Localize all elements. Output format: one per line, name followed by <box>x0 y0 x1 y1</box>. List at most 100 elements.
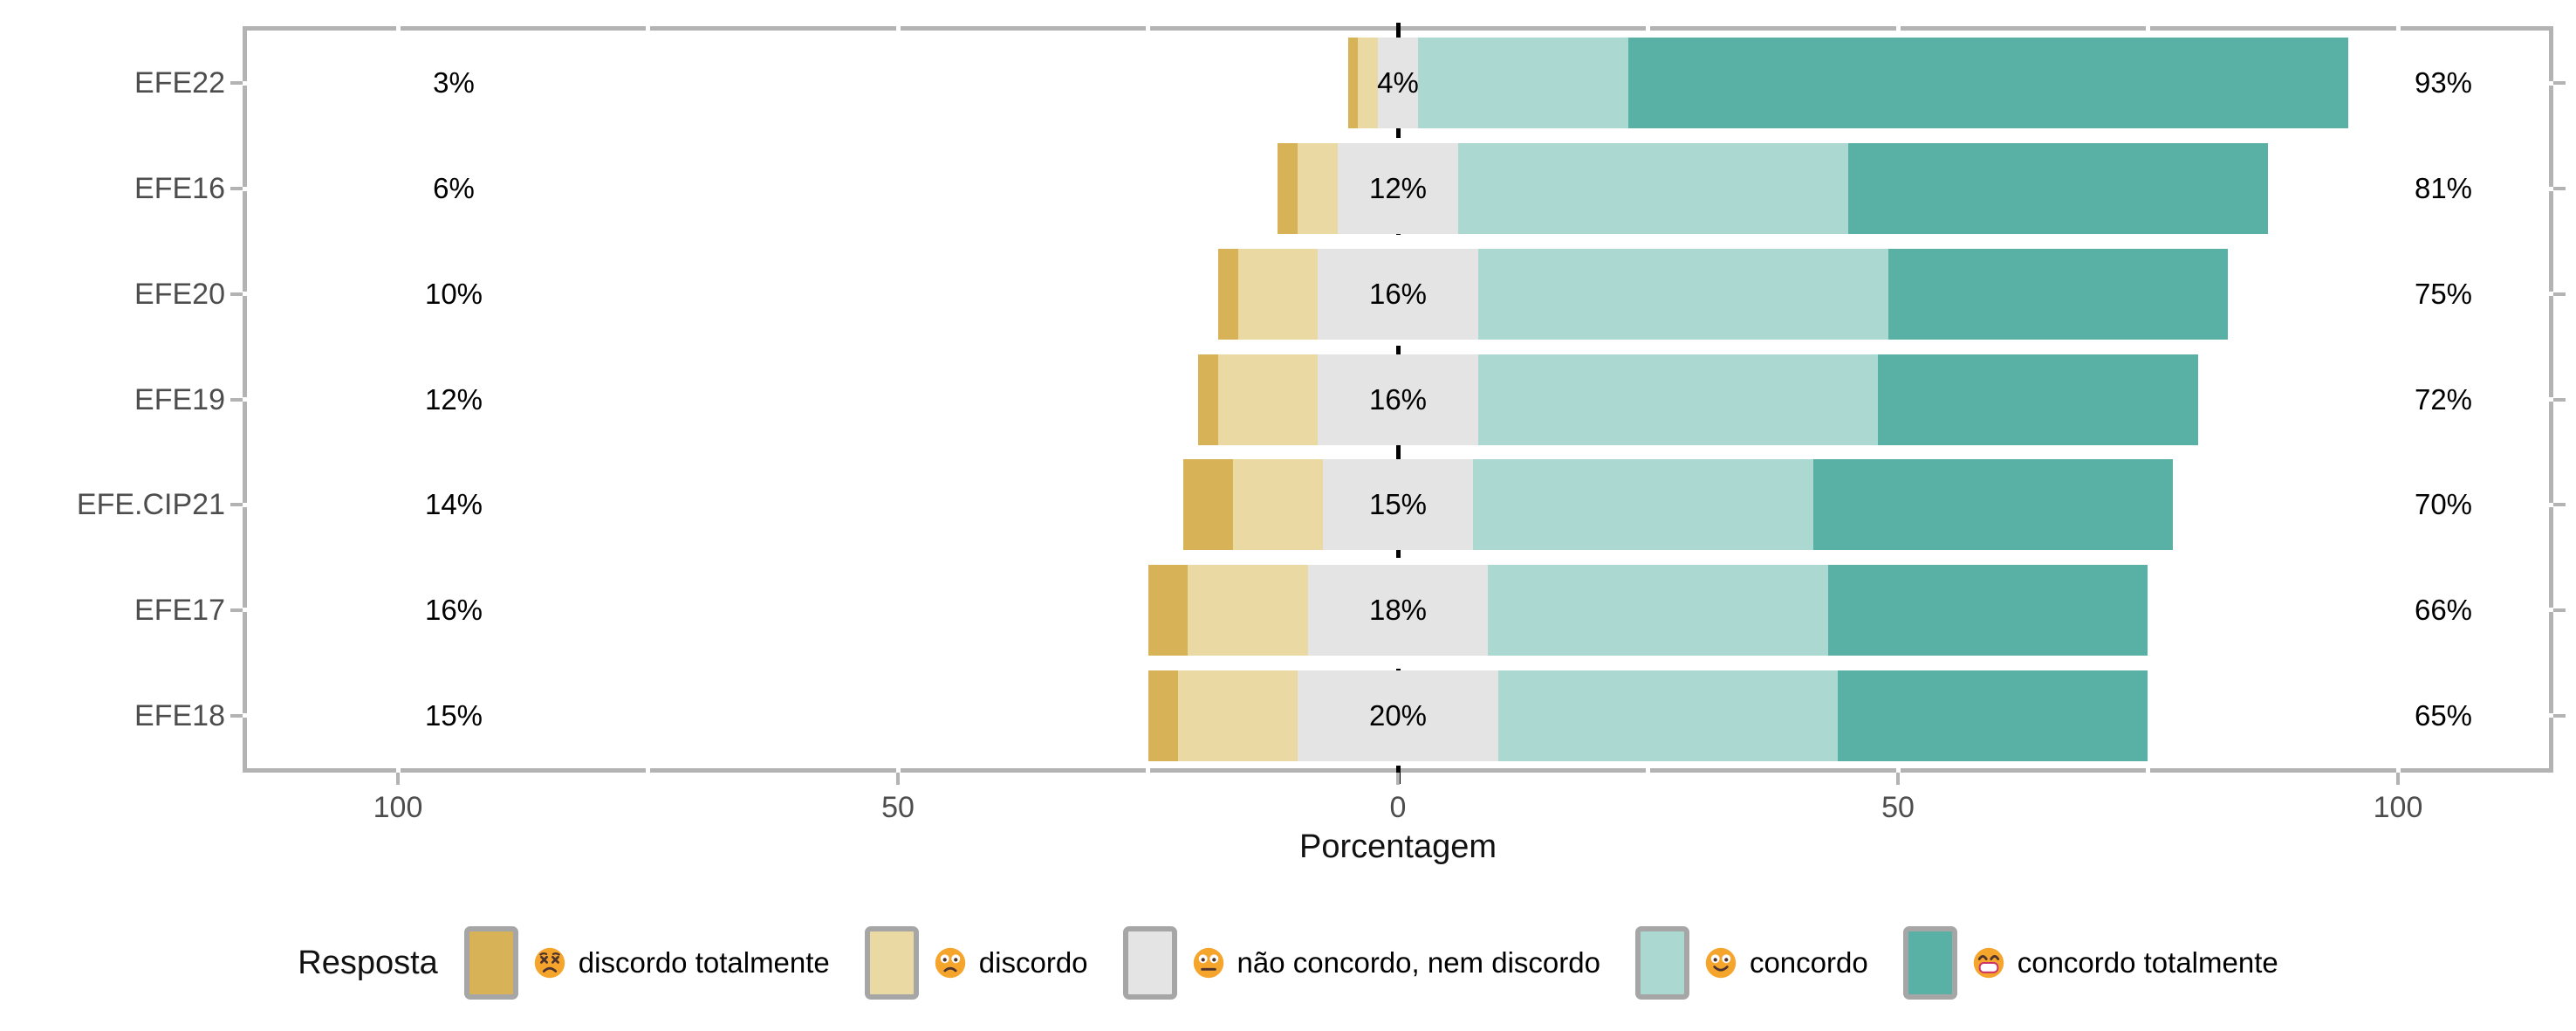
neutral-face-icon <box>1193 947 1224 979</box>
persevering-face-icon <box>534 947 565 979</box>
x-gridline-gap <box>395 768 401 773</box>
row-right-percent-label: 65% <box>2414 698 2473 732</box>
legend-item-label: não concordo, nem discordo <box>1237 946 1600 979</box>
x-axis-tick-label: 0 <box>1389 791 1407 824</box>
bar-segment-concordo <box>1417 38 1628 129</box>
y-gridline-gap <box>243 80 247 86</box>
bar-segment-discordo-totalmente <box>1148 564 1189 656</box>
y-axis-label: EFE18 <box>134 698 225 732</box>
y-axis-tick-right <box>2553 608 2566 612</box>
x-axis-tick-label: 50 <box>1881 791 1915 824</box>
row-right-percent-label: 81% <box>2414 172 2473 205</box>
y-axis-tick-right <box>2553 187 2566 191</box>
bar-segment-discordo-totalmente <box>1197 354 1218 445</box>
x-gridline-gap <box>646 768 650 773</box>
row-mid-percent-label: 4% <box>1377 66 1419 100</box>
x-gridline-gap <box>646 26 650 31</box>
row-left-percent-label: 10% <box>424 277 483 310</box>
row-mid-percent-label: 16% <box>1368 382 1428 416</box>
y-axis-tick-left <box>230 292 243 296</box>
bar-segment-concordo-totalmente <box>1878 354 2198 445</box>
bar-segment-concordo-totalmente <box>1838 670 2148 761</box>
bar-segment-n-o-concordo-nem-discordo <box>1323 459 1473 551</box>
row-mid-percent-label: 20% <box>1368 698 1428 732</box>
legend-item: não concordo, nem discordo <box>1122 926 1600 1000</box>
row-left-percent-label: 6% <box>433 172 475 205</box>
grinning-face-icon <box>1973 947 2004 979</box>
row-right-percent-label: 75% <box>2414 277 2473 310</box>
row-right-percent-label: 93% <box>2414 66 2473 100</box>
bar-segment-n-o-concordo-nem-discordo <box>1307 564 1489 656</box>
y-axis-tick-left <box>230 503 243 507</box>
y-gridline-gap <box>2549 397 2553 402</box>
bar-segment-discordo-totalmente <box>1217 248 1238 340</box>
bar-segment-concordo <box>1477 248 1888 340</box>
bar-segment-discordo <box>1188 564 1308 656</box>
x-gridline-gap <box>1146 26 1150 31</box>
y-gridline-gap <box>243 186 247 191</box>
x-gridline-gap <box>1646 768 1650 773</box>
bar-segment-concordo-totalmente <box>1812 459 2174 551</box>
y-axis-tick-left <box>230 713 243 718</box>
x-axis-title: Porcentagem <box>1298 828 1497 865</box>
y-axis-tick-right <box>2553 292 2566 296</box>
bar-segment-discordo <box>1358 38 1379 129</box>
legend-swatch <box>1122 926 1177 1000</box>
x-gridline-gap <box>1146 768 1150 773</box>
bar-segment-discordo <box>1177 670 1298 761</box>
bar-segment-concordo <box>1488 564 1828 656</box>
y-axis-label: EFE19 <box>134 382 225 416</box>
y-gridline-gap <box>243 502 247 507</box>
legend-swatch <box>864 926 919 1000</box>
bar-segment-discordo-totalmente <box>1347 38 1359 129</box>
y-axis-tick-left <box>230 397 243 402</box>
legend-swatch <box>1902 926 1957 1000</box>
row-left-percent-label: 12% <box>424 382 483 416</box>
x-gridline-gap <box>395 26 401 31</box>
bar-segment-concordo-totalmente <box>1887 248 2229 340</box>
x-gridline-gap <box>895 26 901 31</box>
bar-segment-discordo <box>1237 248 1319 340</box>
row-mid-percent-label: 15% <box>1368 488 1428 521</box>
y-axis-tick-right <box>2553 81 2566 86</box>
y-axis-tick-left <box>230 608 243 612</box>
x-gridline-gap <box>1895 26 1901 31</box>
y-gridline-gap <box>2549 713 2553 718</box>
row-mid-percent-label: 12% <box>1368 172 1428 205</box>
bar-segment-discordo-totalmente <box>1148 670 1178 761</box>
frowning-face-icon <box>935 947 966 979</box>
x-axis-tick-label: 100 <box>2373 791 2423 824</box>
x-axis-tick-label: 100 <box>373 791 423 824</box>
legend-item: discordo <box>864 926 1088 1000</box>
row-right-percent-label: 72% <box>2414 382 2473 416</box>
y-gridline-gap <box>2549 502 2553 507</box>
bar-segment-concordo <box>1477 354 1879 445</box>
y-axis-tick-left <box>230 187 243 191</box>
y-gridline-gap <box>243 713 247 718</box>
y-gridline-gap <box>2549 80 2553 86</box>
legend-item: discordo totalmente <box>463 926 830 1000</box>
y-axis-label: EFE22 <box>134 66 225 100</box>
y-gridline-gap <box>243 608 247 613</box>
x-gridline-gap <box>2395 768 2401 773</box>
row-right-percent-label: 70% <box>2414 488 2473 521</box>
y-gridline-gap <box>243 292 247 297</box>
legend-item-label: concordo <box>1749 946 1868 979</box>
y-gridline-gap <box>2549 608 2553 613</box>
x-axis-tick <box>2396 773 2400 785</box>
y-axis-label: EFE16 <box>134 172 225 206</box>
row-right-percent-label: 66% <box>2414 593 2473 626</box>
x-gridline-gap <box>2146 26 2150 31</box>
x-gridline-gap <box>2395 26 2401 31</box>
x-gridline-gap <box>2146 768 2150 773</box>
row-mid-percent-label: 18% <box>1368 593 1428 626</box>
bar-segment-n-o-concordo-nem-discordo <box>1318 354 1478 445</box>
legend-item-label: concordo totalmente <box>2017 946 2278 979</box>
y-gridline-gap <box>2549 292 2553 297</box>
bar-segment-concordo-totalmente <box>1827 564 2148 656</box>
legend: Resposta discordo totalmente discordo não … <box>0 915 2576 1011</box>
bar-segment-discordo <box>1217 354 1319 445</box>
y-axis-label: EFE17 <box>134 593 225 627</box>
bar-segment-discordo <box>1232 459 1324 551</box>
